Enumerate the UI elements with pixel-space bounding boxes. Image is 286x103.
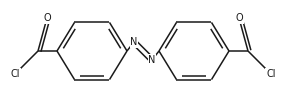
Text: Cl: Cl xyxy=(10,69,20,79)
Text: O: O xyxy=(43,13,51,23)
Text: N: N xyxy=(130,37,138,47)
Text: Cl: Cl xyxy=(266,69,276,79)
Text: N: N xyxy=(148,55,156,65)
Text: O: O xyxy=(235,13,243,23)
